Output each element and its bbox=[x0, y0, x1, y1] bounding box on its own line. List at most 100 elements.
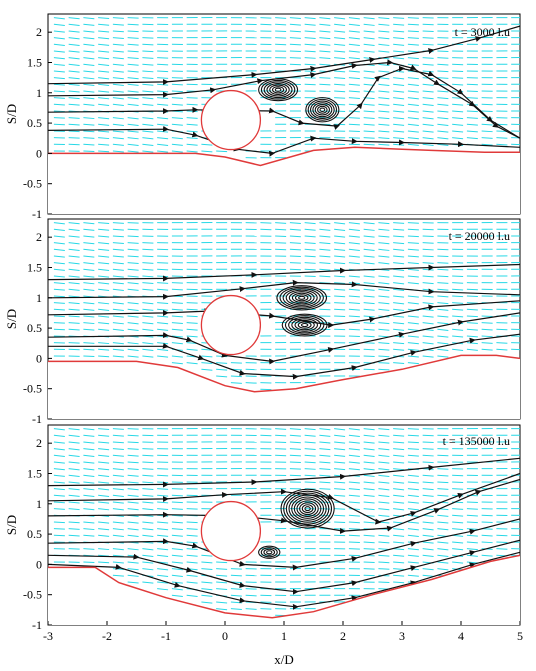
velocity-vector bbox=[127, 23, 139, 26]
velocity-vector bbox=[127, 143, 139, 146]
velocity-vector bbox=[53, 481, 65, 484]
velocity-vector bbox=[142, 468, 154, 470]
velocity-vector bbox=[348, 528, 360, 530]
velocity-vector bbox=[393, 255, 405, 258]
velocity-vector bbox=[481, 348, 493, 351]
velocity-vector bbox=[68, 315, 80, 318]
velocity-vector bbox=[53, 454, 65, 457]
velocity-vector bbox=[378, 448, 390, 451]
velocity-vector bbox=[142, 103, 154, 106]
velocity-vector bbox=[142, 342, 154, 345]
velocity-vector bbox=[407, 448, 419, 450]
velocity-vector bbox=[53, 508, 65, 510]
vortex-ring bbox=[291, 318, 319, 332]
velocity-vector bbox=[422, 448, 434, 450]
velocity-vector bbox=[127, 130, 139, 133]
velocity-vector bbox=[348, 228, 360, 232]
vortex-ring bbox=[305, 97, 340, 123]
velocity-vector bbox=[68, 434, 80, 437]
velocity-vector bbox=[142, 548, 154, 551]
velocity-vector bbox=[319, 461, 331, 464]
velocity-vector bbox=[53, 488, 65, 491]
velocity-vector bbox=[127, 50, 139, 53]
y-tick-label: -1 bbox=[32, 207, 42, 221]
vortices bbox=[258, 78, 340, 123]
velocity-vector bbox=[127, 123, 139, 127]
velocity-vector bbox=[304, 434, 316, 437]
velocity-vector bbox=[112, 43, 124, 46]
velocity-vector bbox=[127, 242, 139, 244]
vortex-ring bbox=[293, 498, 322, 519]
velocity-vector bbox=[422, 255, 434, 258]
velocity-vector bbox=[142, 488, 154, 491]
velocity-vector bbox=[68, 37, 80, 40]
velocity-vector bbox=[98, 97, 110, 100]
velocity-vector bbox=[378, 428, 390, 431]
velocity-vector bbox=[83, 528, 95, 531]
velocity-vector bbox=[363, 342, 375, 344]
velocity-vector bbox=[112, 150, 124, 153]
velocity-vector bbox=[68, 548, 80, 550]
y-tick-label: -1 bbox=[32, 412, 42, 426]
bed-line bbox=[48, 146, 520, 167]
velocity-vector bbox=[98, 561, 110, 564]
streamline bbox=[48, 65, 520, 139]
velocity-vector bbox=[319, 488, 331, 490]
velocity-vector bbox=[245, 594, 257, 597]
vortex-ring bbox=[260, 547, 278, 558]
velocity-vector bbox=[496, 143, 508, 146]
velocity-vector bbox=[422, 302, 434, 305]
velocity-vector bbox=[319, 295, 331, 297]
velocity-vector bbox=[53, 315, 65, 318]
velocity-vector bbox=[83, 23, 95, 26]
velocity-vector bbox=[363, 348, 375, 351]
velocity-vector bbox=[304, 222, 316, 225]
velocity-vector bbox=[437, 262, 449, 264]
velocity-vector bbox=[83, 454, 95, 457]
velocity-vector bbox=[186, 97, 198, 99]
time-annotation: t = 20000 l.u bbox=[449, 229, 510, 243]
velocity-vector bbox=[142, 43, 154, 46]
velocity-vector bbox=[157, 488, 169, 490]
velocity-vector bbox=[393, 242, 405, 245]
velocity-vector bbox=[142, 77, 154, 80]
velocity-vector bbox=[127, 461, 139, 464]
velocity-vector bbox=[289, 222, 301, 225]
bed-profile bbox=[48, 146, 520, 214]
x-tick-label: -1 bbox=[161, 629, 171, 643]
y-ticks: 2 1.5 1 0.5 0 -0.5 -1 bbox=[23, 25, 52, 221]
velocity-vector bbox=[363, 548, 375, 550]
velocity-vector bbox=[142, 494, 154, 497]
velocity-vector bbox=[334, 228, 346, 231]
vortex-ring bbox=[319, 107, 326, 113]
vortex-ring bbox=[271, 86, 285, 94]
velocity-vector bbox=[112, 63, 124, 66]
velocity-vector bbox=[275, 23, 287, 26]
velocity-vector bbox=[98, 57, 110, 60]
velocity-vector bbox=[393, 461, 405, 464]
velocity-vector bbox=[68, 235, 80, 238]
velocity-vector bbox=[98, 43, 110, 46]
velocity-vector bbox=[481, 328, 493, 331]
velocity-vector bbox=[53, 448, 65, 451]
bed-profile bbox=[48, 554, 520, 625]
velocity-vector bbox=[83, 501, 95, 504]
velocity-vector bbox=[68, 268, 80, 271]
velocity-vector bbox=[452, 288, 464, 291]
velocity-vector bbox=[142, 481, 154, 484]
velocity-vector bbox=[378, 368, 390, 371]
velocity-vector bbox=[98, 83, 110, 87]
velocity-vector bbox=[348, 448, 360, 451]
velocity-vector bbox=[68, 288, 80, 291]
velocity-vector bbox=[142, 117, 154, 120]
velocity-vector bbox=[98, 137, 110, 140]
velocity-vector bbox=[83, 143, 95, 146]
bed-profile bbox=[48, 354, 520, 419]
velocity-vector bbox=[348, 130, 360, 132]
velocity-vector bbox=[127, 521, 139, 524]
velocity-vector bbox=[437, 288, 449, 291]
velocity-vector bbox=[83, 117, 95, 120]
velocity-vector bbox=[319, 23, 331, 26]
vortex-ring bbox=[279, 286, 324, 309]
velocity-vector bbox=[334, 103, 346, 106]
